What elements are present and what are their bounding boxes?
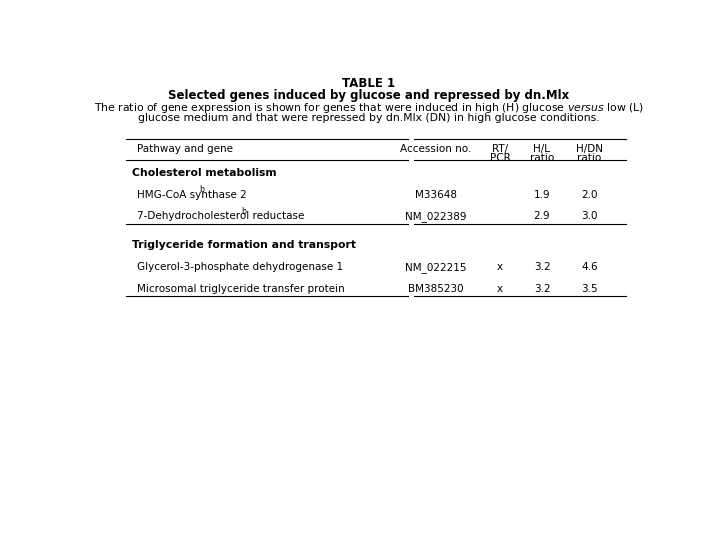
Text: 2.9: 2.9 (534, 211, 550, 221)
Text: 4.6: 4.6 (581, 262, 598, 272)
Text: Accession no.: Accession no. (400, 144, 472, 154)
Text: PCR: PCR (490, 153, 510, 164)
Text: Cholesterol metabolism: Cholesterol metabolism (132, 168, 276, 178)
Text: b: b (199, 185, 204, 194)
Text: NM_022215: NM_022215 (405, 262, 467, 273)
Text: 1.9: 1.9 (534, 190, 550, 200)
Text: b: b (241, 207, 246, 216)
Text: The ratio of gene expression is shown for genes that were induced in high (H) gl: The ratio of gene expression is shown fo… (94, 102, 644, 111)
Text: Selected genes induced by glucose and repressed by dn.Mlx: Selected genes induced by glucose and re… (168, 89, 570, 102)
Text: H/DN: H/DN (576, 144, 603, 154)
Text: 3.5: 3.5 (581, 284, 598, 294)
Text: BM385230: BM385230 (408, 284, 464, 294)
Text: TABLE 1: TABLE 1 (343, 77, 395, 90)
Text: HMG-CoA synthase 2: HMG-CoA synthase 2 (138, 190, 247, 200)
Text: RT/: RT/ (492, 144, 508, 154)
Text: x: x (497, 262, 503, 272)
Text: 7-Dehydrocholesterol reductase: 7-Dehydrocholesterol reductase (138, 211, 305, 221)
Text: 3.2: 3.2 (534, 262, 550, 272)
Text: glucose medium and that were repressed by dn.Mlx (DN) in high glucose conditions: glucose medium and that were repressed b… (138, 113, 600, 123)
Text: x: x (497, 284, 503, 294)
Text: NM_022389: NM_022389 (405, 211, 467, 222)
Text: Glycerol-3-phosphate dehydrogenase 1: Glycerol-3-phosphate dehydrogenase 1 (138, 262, 343, 272)
Text: Pathway and gene: Pathway and gene (138, 144, 233, 154)
Text: H/L: H/L (534, 144, 551, 154)
Text: Microsomal triglyceride transfer protein: Microsomal triglyceride transfer protein (138, 284, 345, 294)
Text: ratio: ratio (530, 153, 554, 164)
Text: 3.2: 3.2 (534, 284, 550, 294)
Text: 3.0: 3.0 (581, 211, 598, 221)
Text: Triglyceride formation and transport: Triglyceride formation and transport (132, 240, 356, 250)
Text: M33648: M33648 (415, 190, 457, 200)
Text: The ratio of gene expression is shown for genes that were induced in high (H) gl: The ratio of gene expression is shown fo… (94, 102, 644, 116)
Text: ratio: ratio (577, 153, 601, 164)
Text: 2.0: 2.0 (581, 190, 598, 200)
